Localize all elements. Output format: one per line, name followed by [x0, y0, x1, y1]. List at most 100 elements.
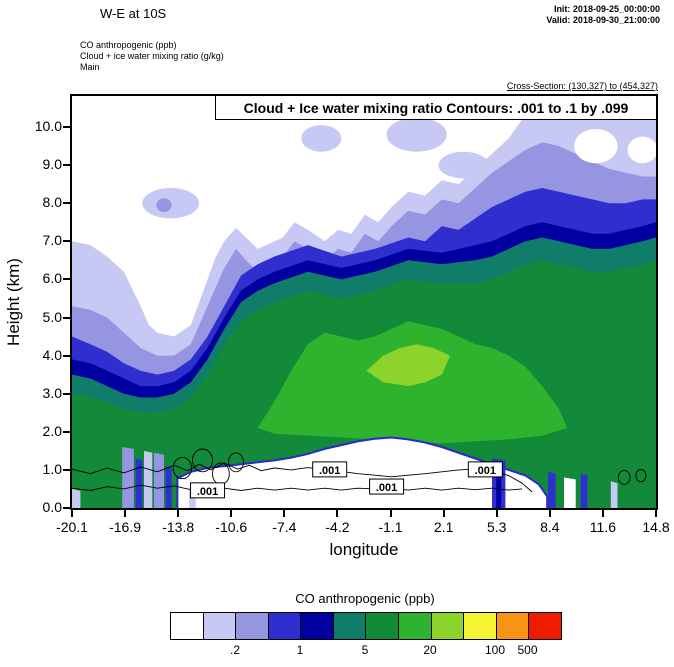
colorbar-cell	[171, 613, 204, 639]
variable-legend: CO anthropogenic (ppb) Cloud + ice water…	[80, 40, 224, 73]
y-tick-mark	[63, 202, 70, 205]
x-tick-label: -20.1	[56, 519, 88, 535]
cloud-contour-line-upper	[72, 462, 533, 493]
cloud-contour-value-label: .001	[312, 461, 348, 478]
y-tick-label: 3.0	[42, 384, 62, 401]
colorbar-tick-label: .2	[229, 643, 241, 657]
y-tick-mark	[63, 354, 70, 357]
y-tick-label: 4.0	[42, 346, 62, 363]
cloud-blob-center-right	[438, 151, 489, 179]
surface-streak-navy-1	[496, 468, 502, 508]
field-svg: .001 .001 .001 .001	[72, 96, 656, 508]
colorbar-tick-label: 5	[361, 643, 369, 657]
surface-streak-blue-1	[135, 458, 143, 508]
cloud-contour-loop-5	[617, 470, 631, 485]
y-tick-mark	[63, 392, 70, 395]
colorbar-cell	[301, 613, 334, 639]
contour-variable-label: Cloud + ice water mixing ratio (g/kg)	[80, 51, 224, 61]
surface-streak-lavender-4	[72, 488, 81, 508]
colorbar-cell	[496, 613, 530, 639]
y-tick-label: 0.0	[42, 499, 62, 515]
colorbar-cell	[203, 613, 237, 639]
y-tick-mark	[63, 278, 70, 281]
cloud-blob-top-center	[386, 117, 447, 152]
surface-streak-purple-1	[122, 447, 134, 508]
colorbar-cells	[170, 612, 562, 640]
x-tick-label: -1.1	[378, 519, 403, 535]
y-tick-label: 6.0	[42, 270, 62, 287]
cloud-contour-value-label: .001	[190, 482, 226, 499]
fill-green-light	[366, 344, 451, 387]
y-tick-mark	[63, 316, 70, 319]
x-tick-label: -10.6	[215, 519, 248, 535]
cloud-blob-upper-left	[301, 125, 342, 152]
x-tick-mark	[336, 510, 339, 517]
cloud-contour-loop-6	[635, 469, 647, 483]
x-tick-label: 8.4	[540, 519, 560, 535]
x-tick-mark	[230, 510, 233, 517]
y-tick-mark	[63, 240, 70, 243]
inner-title: Cloud + Ice water mixing ratio Contours:…	[215, 96, 656, 120]
colorbar-tick-label: 20	[423, 643, 437, 657]
colorbar-tick-label: 1	[296, 643, 304, 657]
x-tick-label: 14.8	[642, 519, 670, 535]
svg-text:.001: .001	[319, 465, 340, 477]
y-tick-mark	[63, 507, 70, 509]
colorbar-labels: .2 1 5 20 100 500	[170, 643, 560, 659]
y-tick-mark	[63, 126, 70, 128]
surface-streak-lavender-1	[144, 450, 153, 508]
colorbar-cell	[399, 613, 432, 639]
fill-variable-label: CO anthropogenic (ppb)	[80, 40, 177, 50]
x-tick-mark	[548, 510, 551, 517]
cloud-contour-value-label: .001	[369, 478, 405, 495]
x-tick-mark	[124, 510, 127, 517]
surface-streak-purple-2	[154, 452, 164, 508]
surface-clear-band	[176, 436, 549, 508]
x-tick-mark	[655, 510, 657, 517]
x-tick-mark	[283, 510, 286, 517]
plot-area: .001 .001 .001 .001 Cloud + Ice water mixin…	[70, 94, 658, 510]
x-tick-label: -4.2	[325, 519, 350, 535]
colorbar-cell	[366, 613, 400, 639]
surface-streak-blue-5	[580, 473, 588, 508]
x-tick-mark	[601, 510, 604, 517]
surface-streak-white-1	[564, 477, 576, 508]
y-tick-mark	[63, 164, 70, 167]
svg-text:.001: .001	[376, 482, 397, 494]
y-tick-mark	[63, 430, 70, 433]
x-tick-label: -16.9	[109, 519, 142, 535]
y-tick-label: 1.0	[42, 460, 62, 477]
x-tick-mark	[389, 510, 392, 517]
colorbar-tick-label: 500	[517, 643, 538, 657]
cloud-contour-line-lower	[72, 484, 523, 491]
x-tick-mark	[71, 510, 73, 517]
cloud-contour-loop-4	[228, 452, 244, 473]
surface-streak-blue-4	[548, 471, 556, 508]
svg-text:.001: .001	[475, 465, 496, 477]
colorbar-cell	[431, 613, 465, 639]
y-tick-label: 10.0	[34, 118, 62, 134]
x-tick-label: 5.3	[486, 519, 507, 535]
svg-text:.001: .001	[197, 486, 218, 498]
figure-title: W-E at 10S	[100, 6, 167, 21]
cloud-contour-loop-2	[192, 448, 213, 473]
colorbar-cell	[268, 613, 302, 639]
x-axis-label: longitude	[329, 540, 399, 559]
surface-streak-lavender-3	[610, 481, 618, 508]
x-tick-mark	[495, 510, 498, 517]
y-axis-label: Height (km)	[4, 258, 23, 346]
colorbar-cell	[529, 613, 561, 639]
y-tick-label: 2.0	[42, 422, 62, 439]
white-hole-right-a	[574, 129, 618, 164]
colorbar-cell	[236, 613, 269, 639]
x-tick-mark	[177, 510, 180, 517]
y-tick-label: 9.0	[42, 156, 62, 173]
y-tick-label: 8.0	[42, 194, 62, 211]
valid-timestamp: Valid: 2018-09-30_21:00:00	[546, 15, 660, 25]
y-tick-label: 5.0	[42, 308, 62, 325]
colorbar-cell	[464, 613, 497, 639]
run-times: Init: 2018-09-25_00:00:00 Valid: 2018-09…	[546, 4, 660, 26]
cross-section-label: Cross-Section: (130,327) to (454,327)	[506, 81, 658, 91]
white-hole-right-b	[627, 136, 656, 164]
